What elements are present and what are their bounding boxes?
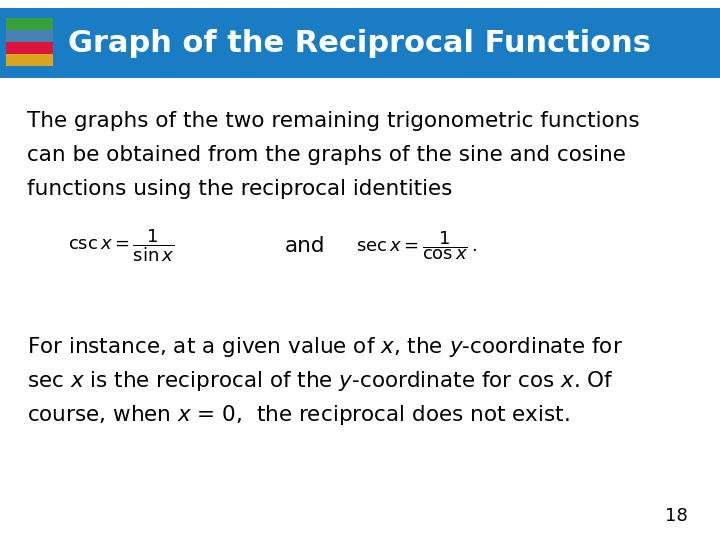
Text: course, when $x$ = 0,  the reciprocal does not exist.: course, when $x$ = 0, the reciprocal doe… bbox=[27, 403, 570, 427]
Text: $\mathrm{sec}\, x = \dfrac{1}{\cos x}\,.$: $\mathrm{sec}\, x = \dfrac{1}{\cos x}\,.… bbox=[356, 230, 477, 262]
Bar bbox=[6, 18, 53, 30]
Text: Graph of the Reciprocal Functions: Graph of the Reciprocal Functions bbox=[68, 29, 652, 58]
Text: 18: 18 bbox=[665, 507, 688, 525]
Text: sec $x$ is the reciprocal of the $y$-coordinate for cos $x$. Of: sec $x$ is the reciprocal of the $y$-coo… bbox=[27, 369, 614, 393]
Text: and: and bbox=[284, 235, 325, 256]
Bar bbox=[6, 30, 53, 42]
Text: The graphs of the two remaining trigonometric functions: The graphs of the two remaining trigonom… bbox=[27, 111, 640, 131]
Bar bbox=[0, 8, 720, 78]
Text: $\mathrm{csc}\, x = \dfrac{1}{\sin x}$: $\mathrm{csc}\, x = \dfrac{1}{\sin x}$ bbox=[68, 227, 175, 264]
Text: can be obtained from the graphs of the sine and cosine: can be obtained from the graphs of the s… bbox=[27, 145, 626, 165]
Text: For instance, at a given value of $x$, the $y$-coordinate for: For instance, at a given value of $x$, t… bbox=[27, 335, 624, 359]
Bar bbox=[6, 42, 53, 54]
Bar bbox=[6, 54, 53, 66]
Text: functions using the reciprocal identities: functions using the reciprocal identitie… bbox=[27, 179, 453, 199]
